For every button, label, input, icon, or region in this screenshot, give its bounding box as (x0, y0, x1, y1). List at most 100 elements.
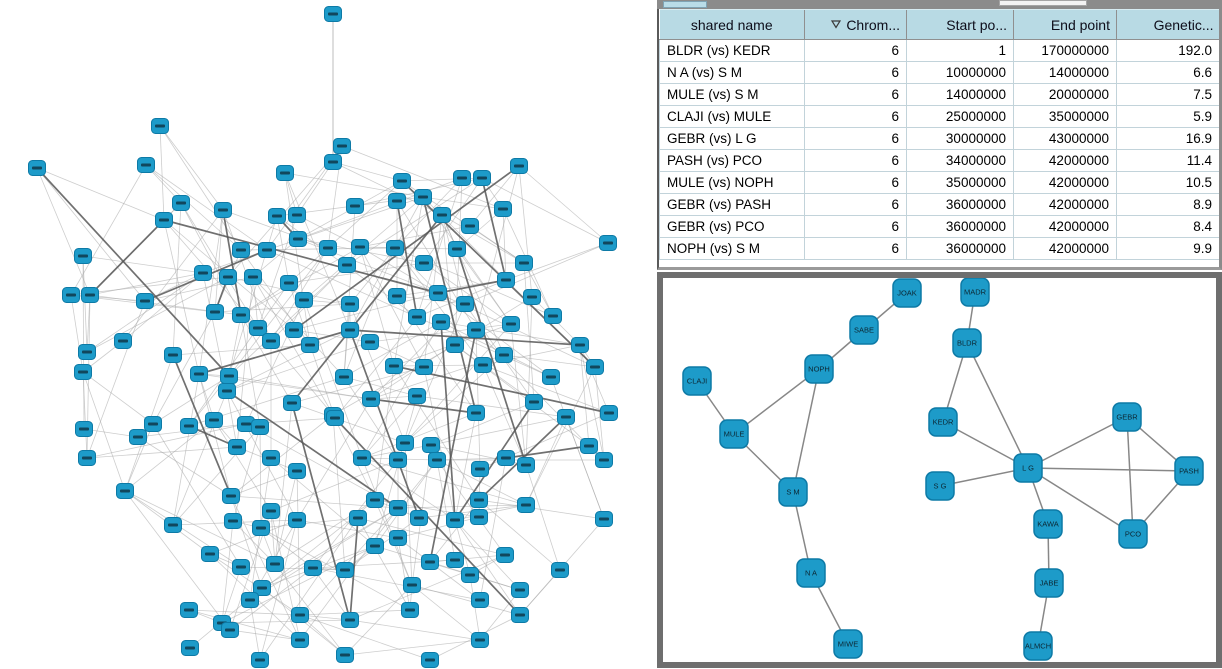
network-node[interactable] (428, 452, 446, 468)
network-node[interactable] (515, 255, 533, 271)
table-cell[interactable]: GEBR (vs) L G (659, 127, 805, 150)
network-node[interactable] (62, 287, 80, 303)
network-node[interactable] (467, 322, 485, 338)
network-node[interactable] (228, 439, 246, 455)
table-cell[interactable]: 8.4 (1116, 215, 1219, 238)
mini-network-node-jabe[interactable]: JABE (1034, 568, 1064, 598)
network-node[interactable] (497, 450, 515, 466)
network-node[interactable] (283, 395, 301, 411)
network-node[interactable] (429, 285, 447, 301)
table-cell[interactable]: 11.4 (1116, 149, 1219, 172)
table-row[interactable]: MULE (vs) S M 6 14000000 20000000 7.5 (659, 83, 1219, 106)
table-cell[interactable]: 6 (804, 39, 907, 62)
table-cell[interactable]: 6 (804, 127, 907, 150)
table-cell[interactable]: 6 (804, 215, 907, 238)
network-node[interactable] (78, 450, 96, 466)
mini-network-node-pco[interactable]: PCO (1118, 519, 1148, 549)
column-header-genetic[interactable]: Genetic... (1116, 9, 1219, 40)
network-node[interactable] (389, 530, 407, 546)
network-node[interactable] (219, 269, 237, 285)
table-row[interactable]: GEBR (vs) L G 6 30000000 43000000 16.9 (659, 127, 1219, 150)
network-node[interactable] (326, 410, 344, 426)
table-row[interactable]: N A (vs) S M 6 10000000 14000000 6.6 (659, 61, 1219, 84)
table-cell[interactable]: 6 (804, 61, 907, 84)
network-node[interactable] (433, 207, 451, 223)
network-node[interactable] (401, 602, 419, 618)
network-node[interactable] (194, 265, 212, 281)
table-cell[interactable]: 34000000 (906, 149, 1014, 172)
network-node[interactable] (495, 347, 513, 363)
table-cell[interactable]: 14000000 (906, 83, 1014, 106)
network-node[interactable] (206, 304, 224, 320)
network-node[interactable] (251, 419, 269, 435)
network-node[interactable] (114, 333, 132, 349)
network-node[interactable] (523, 289, 541, 305)
network-node[interactable] (262, 333, 280, 349)
network-node[interactable] (389, 500, 407, 516)
network-node[interactable] (220, 368, 238, 384)
table-cell[interactable]: 6.6 (1116, 61, 1219, 84)
network-node[interactable] (410, 510, 428, 526)
table-cell[interactable]: 6 (804, 237, 907, 260)
network-node[interactable] (291, 607, 309, 623)
table-cell[interactable]: 6 (804, 149, 907, 172)
network-node[interactable] (361, 334, 379, 350)
network-node[interactable] (511, 582, 529, 598)
network-node[interactable] (517, 457, 535, 473)
mini-network-node-sabe[interactable]: SABE (849, 315, 879, 345)
table-row[interactable]: MULE (vs) NOPH 6 35000000 42000000 10.5 (659, 171, 1219, 194)
table-cell[interactable]: 1 (906, 39, 1014, 62)
network-node[interactable] (335, 369, 353, 385)
network-node[interactable] (164, 517, 182, 533)
table-cell[interactable]: CLAJI (vs) MULE (659, 105, 805, 128)
network-node[interactable] (393, 173, 411, 189)
table-row[interactable]: CLAJI (vs) MULE 6 25000000 35000000 5.9 (659, 105, 1219, 128)
network-node[interactable] (580, 438, 598, 454)
network-node[interactable] (421, 554, 439, 570)
column-header-end-point[interactable]: End point (1013, 9, 1117, 40)
network-node[interactable] (446, 552, 464, 568)
network-node[interactable] (276, 165, 294, 181)
network-node[interactable] (349, 510, 367, 526)
network-node[interactable] (288, 463, 306, 479)
network-node[interactable] (258, 242, 276, 258)
funnel-icon[interactable] (831, 20, 842, 29)
table-cell[interactable]: PASH (vs) PCO (659, 149, 805, 172)
table-cell[interactable]: 10000000 (906, 61, 1014, 84)
network-node[interactable] (221, 622, 239, 638)
mini-network-node-gebr[interactable]: GEBR (1112, 402, 1142, 432)
table-cell[interactable]: GEBR (vs) PCO (659, 215, 805, 238)
mini-network-node-kawa[interactable]: KAWA (1033, 509, 1063, 539)
network-node[interactable] (252, 520, 270, 536)
table-cell[interactable]: 43000000 (1013, 127, 1117, 150)
network-node[interactable] (28, 160, 46, 176)
table-cell[interactable]: 10.5 (1116, 171, 1219, 194)
panel-tab[interactable] (663, 1, 707, 8)
network-node[interactable] (232, 307, 250, 323)
network-node[interactable] (502, 316, 520, 332)
network-node[interactable] (471, 592, 489, 608)
network-node[interactable] (471, 632, 489, 648)
network-node[interactable] (244, 269, 262, 285)
network-node[interactable] (414, 189, 432, 205)
table-cell[interactable]: 5.9 (1116, 105, 1219, 128)
mini-network-node-sg[interactable]: S G (925, 471, 955, 501)
network-node[interactable] (471, 461, 489, 477)
table-row[interactable]: NOPH (vs) S M 6 36000000 42000000 9.9 (659, 237, 1219, 260)
network-node[interactable] (388, 193, 406, 209)
network-node[interactable] (251, 652, 269, 668)
network-node[interactable] (353, 450, 371, 466)
network-node[interactable] (289, 231, 307, 247)
network-node[interactable] (155, 212, 173, 228)
network-node[interactable] (151, 118, 169, 134)
table-cell[interactable]: 8.9 (1116, 193, 1219, 216)
network-node[interactable] (74, 248, 92, 264)
table-cell[interactable]: 42000000 (1013, 171, 1117, 194)
network-node[interactable] (510, 158, 528, 174)
network-node[interactable] (446, 337, 464, 353)
mini-network-node-kedr[interactable]: KEDR (928, 407, 958, 437)
network-node[interactable] (461, 567, 479, 583)
network-node[interactable] (386, 240, 404, 256)
network-node[interactable] (222, 488, 240, 504)
network-node[interactable] (144, 416, 162, 432)
